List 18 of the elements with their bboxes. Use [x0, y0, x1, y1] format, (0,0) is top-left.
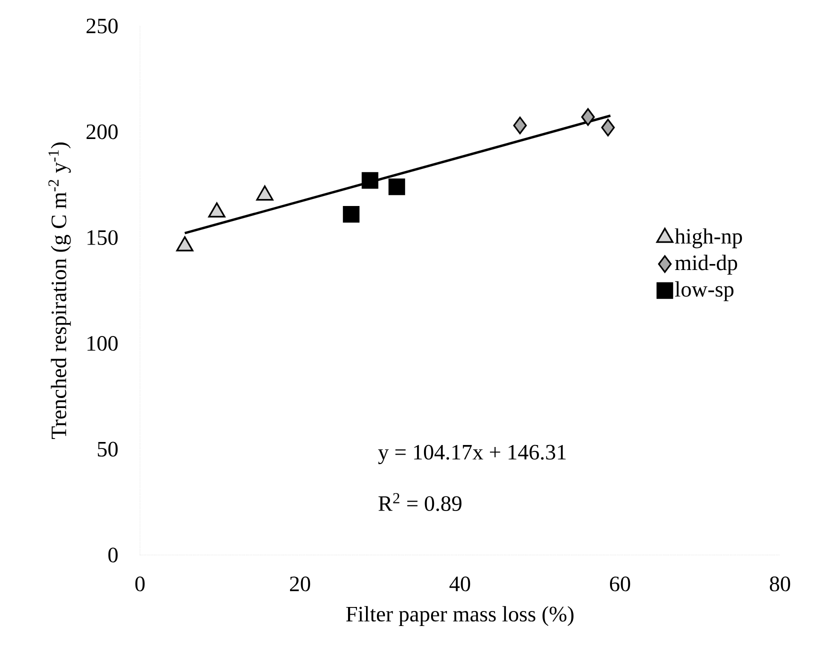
annotation: R$^{2}$ = 0.89: [378, 493, 462, 512]
x-tick-label: 0: [135, 576, 145, 592]
x-tick-label: 80: [770, 576, 790, 592]
legend-label: mid-dp: [675, 254, 738, 275]
y-tick-label: 150: [88, 230, 118, 245]
y-tick-label: 0: [108, 548, 118, 562]
x-tick-label: 40: [449, 576, 470, 592]
x-tick-label: 60: [610, 576, 630, 592]
legend-label: high-np: [674, 228, 742, 248]
y-tick-label: 100: [88, 336, 118, 351]
x-tick-label: 20: [290, 576, 310, 592]
y-tick-label: 250: [86, 18, 118, 34]
y-tick-label: 200: [86, 124, 118, 140]
legend-label: low-sp: [675, 281, 734, 302]
y-axis-title: Trenched respiration (g C m$^{-2}$ y$^{-1}$): [48, 142, 71, 440]
annotation: y = 104.17x + 146.31: [378, 444, 566, 464]
y-tick-label: 50: [98, 442, 118, 457]
x-axis-title: Filter paper mass loss (%): [346, 606, 574, 626]
